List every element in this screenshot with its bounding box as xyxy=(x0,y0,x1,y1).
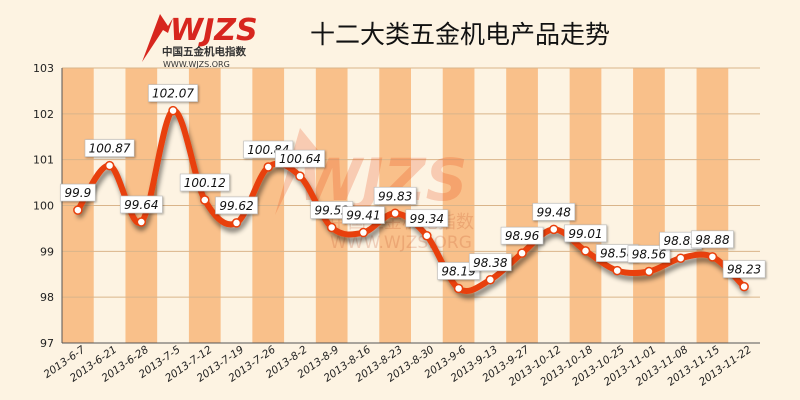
data-label: 99.34 xyxy=(405,209,449,228)
data-point xyxy=(200,195,210,205)
data-point xyxy=(231,218,242,228)
data-label-text: 98.58 xyxy=(600,247,635,261)
data-label-text: 99.01 xyxy=(568,227,602,241)
data-point xyxy=(422,231,432,241)
data-label-text: 98.19 xyxy=(441,264,475,278)
data-label-box xyxy=(342,206,385,224)
y-tick-label: 101 xyxy=(33,154,54,167)
data-point xyxy=(326,222,337,233)
y-tick-label: 98 xyxy=(40,291,54,304)
data-label-box xyxy=(179,173,230,192)
data-label: 100.12 xyxy=(179,173,230,192)
data-label-text: 98.38 xyxy=(473,256,508,270)
data-label-text: 100.64 xyxy=(279,152,321,166)
data-label-text: 98.23 xyxy=(727,263,761,277)
logo: WJZS 中国五金机电指数 WWW.WJZS.ORG xyxy=(142,13,258,69)
data-label-box xyxy=(469,253,512,272)
data-point xyxy=(263,162,273,172)
data-label: 99.48 xyxy=(532,203,576,221)
data-point xyxy=(390,208,400,219)
y-tick-label: 102 xyxy=(33,108,54,121)
data-point xyxy=(453,283,464,294)
data-label-text: 99.52 xyxy=(315,204,349,218)
logo-brand: WJZS xyxy=(170,13,258,48)
data-label: 100.87 xyxy=(84,139,135,157)
series-line-group xyxy=(73,105,749,294)
data-label: 98.23 xyxy=(722,260,766,278)
data-label-box xyxy=(722,260,766,278)
data-label-box xyxy=(532,203,576,221)
x-tick-labels: 2013-6-72013-6-212013-6-282013-7-52013-7… xyxy=(42,343,754,388)
logo-url: WWW.WJZS.ORG xyxy=(163,60,230,69)
data-label-box xyxy=(500,226,544,245)
data-label-box xyxy=(691,230,734,249)
y-tick-label: 100 xyxy=(33,200,54,213)
data-labels: 99.9100.8799.64102.07100.1299.62100.8410… xyxy=(60,84,766,280)
data-point xyxy=(739,281,749,292)
data-label: 98.96 xyxy=(500,226,544,245)
data-label: 99.62 xyxy=(215,196,258,215)
data-point xyxy=(675,253,686,263)
data-label-box xyxy=(564,224,607,243)
data-point xyxy=(707,252,718,262)
data-label: 99.01 xyxy=(564,224,607,243)
logo-arrow-icon xyxy=(142,14,173,62)
data-label: 102.07 xyxy=(148,84,198,102)
chart-title: 十二大类五金机电产品走势 xyxy=(310,20,610,49)
data-point xyxy=(580,246,591,256)
data-label: 99.83 xyxy=(373,186,417,205)
data-label-text: 98.88 xyxy=(695,233,730,247)
data-label-box xyxy=(84,139,135,157)
data-label-box xyxy=(215,196,258,215)
data-label-text: 102.07 xyxy=(152,87,194,101)
data-point xyxy=(644,266,654,277)
data-label-box xyxy=(60,183,96,202)
axes xyxy=(61,68,760,344)
data-point xyxy=(485,275,496,285)
data-label-box xyxy=(148,84,198,102)
logo-name: 中国五金机电指数 xyxy=(162,45,246,58)
data-label-text: 98.56 xyxy=(632,248,667,262)
data-point xyxy=(168,105,178,116)
data-label-text: 99.48 xyxy=(537,205,572,219)
data-label: 98.56 xyxy=(627,245,671,263)
data-point xyxy=(295,171,305,181)
data-label: 100.64 xyxy=(275,149,325,168)
data-label-text: 99.34 xyxy=(410,212,444,226)
data-label-text: 99.62 xyxy=(219,199,253,213)
data-label-text: 99.64 xyxy=(124,198,158,212)
data-label: 99.41 xyxy=(342,206,385,224)
data-point xyxy=(517,248,527,258)
data-label: 98.88 xyxy=(691,230,734,249)
data-point xyxy=(73,205,83,215)
data-point xyxy=(358,227,369,238)
data-label-box xyxy=(405,209,449,228)
data-label-box xyxy=(373,186,417,205)
data-point xyxy=(104,160,115,171)
data-label-text: 98.96 xyxy=(505,229,540,243)
data-label-text: 100.87 xyxy=(89,142,131,156)
data-label-box xyxy=(627,245,671,263)
y-tick-label: 97 xyxy=(40,337,54,350)
data-label-text: 99.41 xyxy=(346,209,380,223)
y-tick-label: 99 xyxy=(40,245,54,258)
data-label: 99.64 xyxy=(120,195,163,214)
data-label-text: 99.83 xyxy=(378,189,412,203)
y-tick-labels: 97 98 99 100 101 102 103 xyxy=(33,62,54,350)
data-label: 99.9 xyxy=(60,183,96,202)
data-label: 98.38 xyxy=(469,253,512,272)
data-point xyxy=(549,224,559,235)
data-label-text: 100.12 xyxy=(184,176,226,190)
data-point xyxy=(136,217,147,227)
data-label-text: 99.9 xyxy=(65,186,92,200)
data-label-box xyxy=(275,149,325,168)
data-point xyxy=(612,265,622,276)
y-tick-label: 103 xyxy=(33,62,54,75)
data-label-text: 98.85 xyxy=(664,234,698,248)
data-label-box xyxy=(120,195,163,214)
